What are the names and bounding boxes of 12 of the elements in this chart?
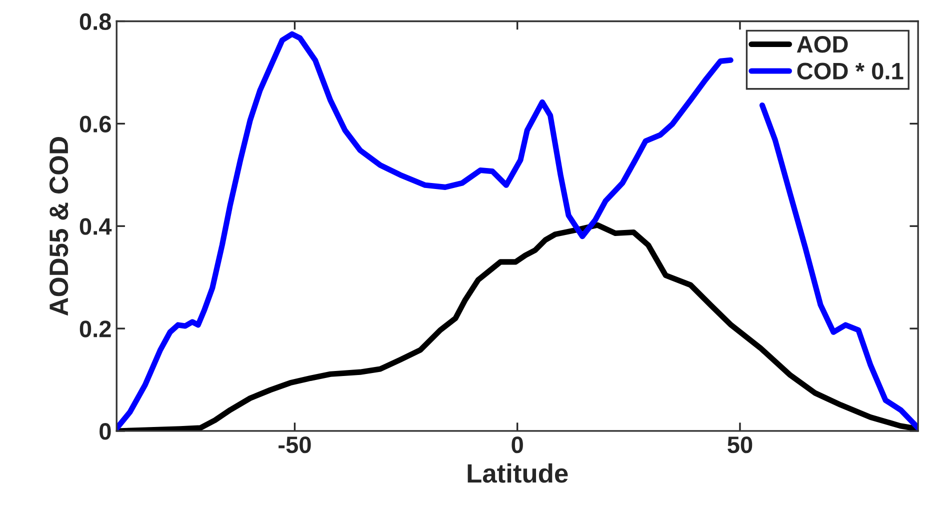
legend-label: COD * 0.1 — [797, 62, 904, 80]
y-tick-label: 0.6 — [80, 116, 111, 132]
x-axis-title: Latitude — [468, 463, 568, 483]
legend-label: AOD — [796, 36, 848, 53]
y-tick-label: 0 — [100, 423, 111, 440]
x-tick-label: -50 — [278, 436, 311, 454]
y-tick-label: 0.2 — [80, 320, 111, 338]
x-tick-label: 50 — [728, 436, 752, 454]
y-axis-title: AOD55 & COD — [49, 137, 68, 316]
y-tick-label: 0.4 — [80, 218, 112, 235]
x-tick-label: 0 — [512, 436, 523, 454]
y-tick-label: 0.8 — [80, 13, 112, 30]
